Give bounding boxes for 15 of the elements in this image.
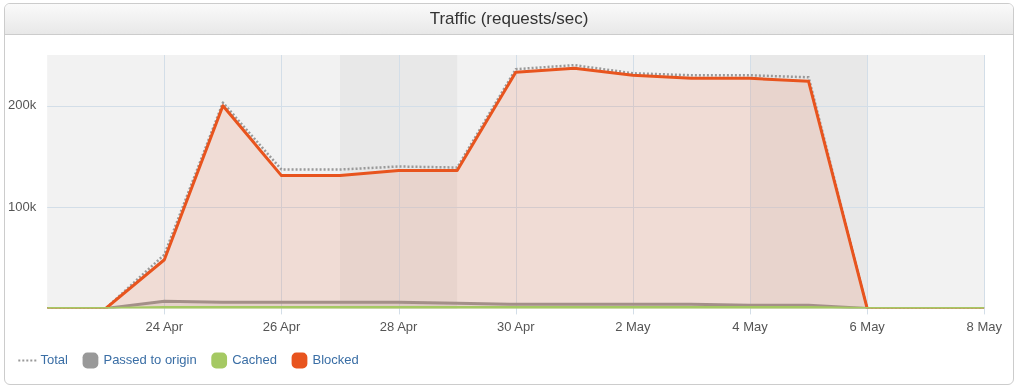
legend-label: Blocked: [312, 352, 359, 368]
x-tick-label: 24 Apr: [145, 318, 184, 334]
legend-label: Passed to origin: [103, 352, 197, 368]
y-tick-label: 200k: [7, 97, 37, 113]
y-tick-label: 100k: [7, 198, 37, 214]
legend-label: Cached: [232, 352, 277, 368]
x-tick-label: 6 May: [849, 318, 886, 334]
x-tick-label: 4 May: [732, 318, 769, 334]
x-tick-label: 8 May: [966, 318, 1003, 334]
x-tick-label: 28 Apr: [379, 318, 419, 334]
x-tick-label: 26 Apr: [262, 318, 301, 334]
chart-title: Traffic (requests/sec): [5, 4, 1013, 35]
legend-label: Total: [40, 352, 69, 368]
x-tick-label: 2 May: [615, 318, 652, 334]
x-tick-label: 30 Apr: [496, 318, 536, 334]
